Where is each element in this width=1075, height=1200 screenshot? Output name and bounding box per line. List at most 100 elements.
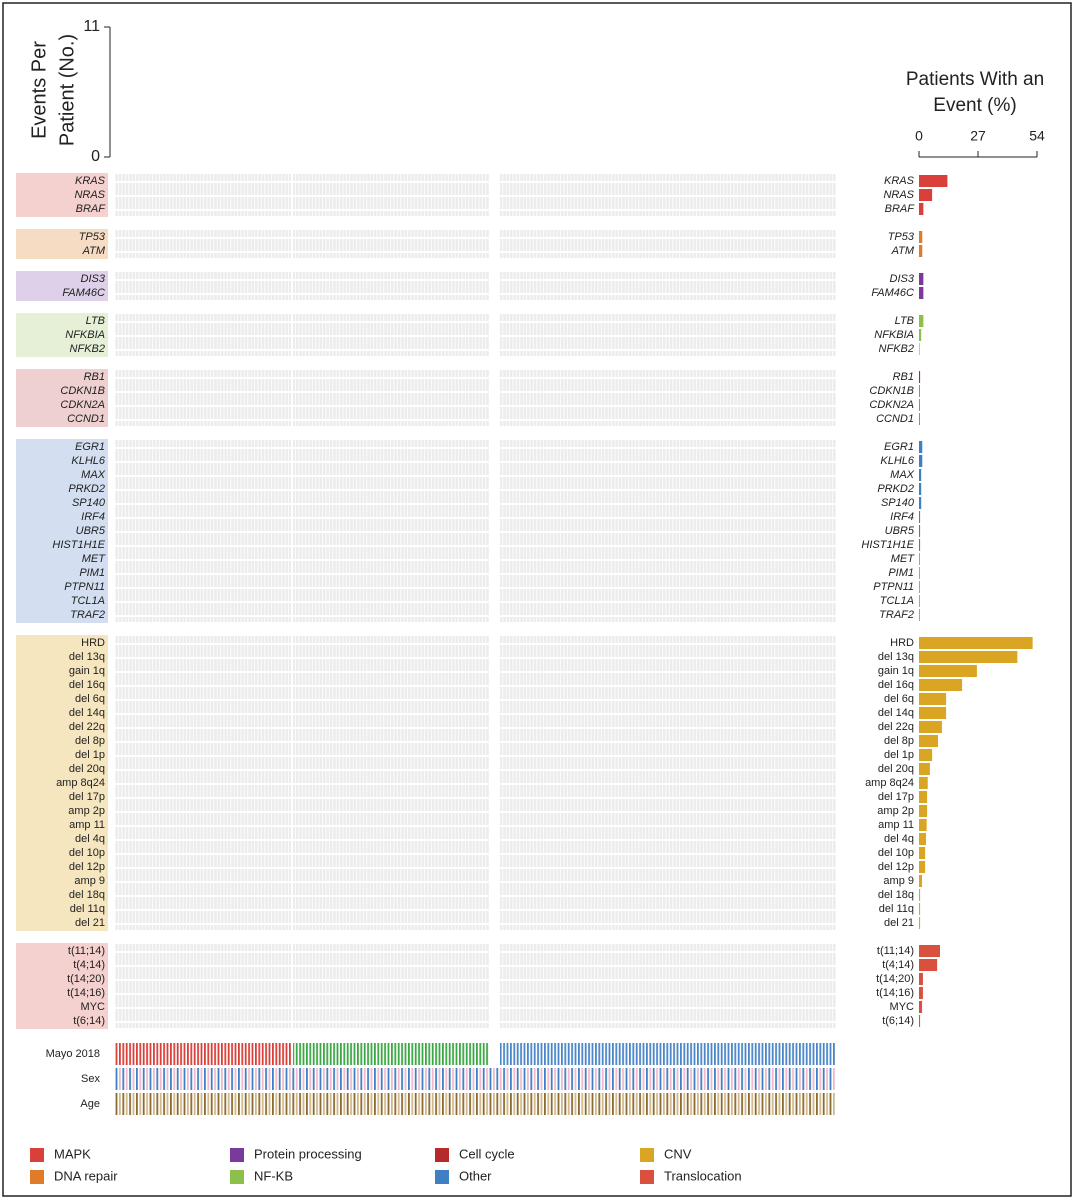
bar <box>919 231 923 243</box>
bar <box>919 189 933 201</box>
matrix-block <box>293 174 489 216</box>
row-label: UBR5 <box>76 525 106 537</box>
row-label-right: del 4q <box>884 833 914 845</box>
row-label-right: t(14;20) <box>876 973 914 985</box>
y-axis-label: Events Per <box>28 41 50 139</box>
bar <box>919 973 923 985</box>
row-label-right: del 17p <box>878 791 914 803</box>
legend-swatch <box>230 1148 244 1162</box>
group-band <box>16 369 108 427</box>
bar <box>919 399 920 411</box>
row-label-right: amp 8q24 <box>865 777 914 789</box>
row-label: CDKN2A <box>60 399 105 411</box>
sex-strip <box>115 1068 836 1090</box>
bar <box>919 651 1018 663</box>
row-label-right: MAX <box>890 469 915 481</box>
row-label: gain 1q <box>69 665 105 677</box>
bar <box>919 875 923 887</box>
row-label-right: del 8p <box>884 735 914 747</box>
row-label-right: del 6q <box>884 693 914 705</box>
row-label-right: t(11;14) <box>877 945 914 957</box>
annotation-label: Mayo 2018 <box>46 1048 100 1060</box>
row-label-right: EGR1 <box>884 441 914 453</box>
legend-label: Protein processing <box>254 1146 362 1161</box>
row-label-right: LTB <box>895 315 914 327</box>
bar <box>919 455 923 467</box>
age-strip <box>115 1093 836 1115</box>
row-label-right: TCL1A <box>880 595 914 607</box>
matrix-block <box>500 230 836 258</box>
bar <box>919 805 928 817</box>
row-label-right: NFKB2 <box>879 343 914 355</box>
group-band <box>16 173 108 217</box>
row-label: del 1p <box>75 749 105 761</box>
legend-swatch <box>435 1148 449 1162</box>
row-label: RB1 <box>84 371 105 383</box>
row-label: PIM1 <box>79 567 105 579</box>
matrix-block <box>115 944 291 1028</box>
legend-swatch <box>640 1170 654 1184</box>
row-label: KRAS <box>75 175 106 187</box>
annotation-label: Age <box>80 1098 100 1110</box>
row-label: t(11;14) <box>68 945 105 957</box>
bar <box>919 777 928 789</box>
row-label-right: FAM46C <box>871 287 914 299</box>
y-tick-label: 0 <box>91 148 100 165</box>
row-label-right: BRAF <box>885 203 916 215</box>
matrix-block <box>293 314 489 356</box>
bar <box>919 833 926 845</box>
mayo-strip <box>115 1043 291 1065</box>
bar <box>919 987 923 999</box>
bar <box>919 903 921 915</box>
x-tick-label: 27 <box>970 128 986 144</box>
row-label-right: del 1p <box>884 749 914 761</box>
row-label: del 4q <box>75 833 105 845</box>
row-label: del 18q <box>69 889 105 901</box>
row-label-right: del 10p <box>878 847 914 859</box>
bar <box>919 819 927 831</box>
row-label-right: del 13q <box>878 651 914 663</box>
legend-label: NF-KB <box>254 1168 293 1183</box>
matrix-block <box>500 370 836 426</box>
bar <box>919 763 930 775</box>
legend-label: Translocation <box>664 1168 742 1183</box>
bar <box>919 889 921 901</box>
row-label: amp 8q24 <box>56 777 105 789</box>
bar <box>919 343 920 355</box>
matrix-block <box>293 636 489 930</box>
row-label: PTPN11 <box>64 581 105 593</box>
row-label: BRAF <box>76 203 107 215</box>
legend-swatch <box>640 1148 654 1162</box>
row-label: t(14;20) <box>67 973 105 985</box>
row-label: del 10p <box>69 847 105 859</box>
row-label-right: MYC <box>890 1001 915 1013</box>
row-label: NFKB2 <box>70 343 105 355</box>
bar <box>919 175 948 187</box>
legend-swatch <box>30 1148 44 1162</box>
row-label: NRAS <box>74 189 105 201</box>
legend-swatch <box>435 1170 449 1184</box>
legend-label: MAPK <box>54 1146 91 1161</box>
row-label: LTB <box>86 315 105 327</box>
matrix-block <box>500 636 836 930</box>
row-label: ATM <box>82 245 106 257</box>
bar <box>919 413 920 425</box>
y-tick-label: 11 <box>83 18 100 35</box>
row-label: SP140 <box>72 497 106 509</box>
row-label-right: PIM1 <box>888 567 914 579</box>
matrix-block <box>115 174 291 216</box>
row-label-right: KRAS <box>884 175 915 187</box>
row-label-right: PRKD2 <box>877 483 914 495</box>
row-label: KLHL6 <box>71 455 106 467</box>
bar <box>919 749 933 761</box>
bar <box>919 385 920 397</box>
row-label-right: IRF4 <box>890 511 914 523</box>
row-label-right: del 14q <box>878 707 914 719</box>
row-label-right: amp 2p <box>877 805 914 817</box>
matrix-block <box>115 440 291 622</box>
row-label-right: amp 9 <box>883 875 914 887</box>
row-label: del 12p <box>69 861 105 873</box>
matrix-block <box>293 230 489 258</box>
row-label: del 6q <box>75 693 105 705</box>
bar <box>919 959 938 971</box>
